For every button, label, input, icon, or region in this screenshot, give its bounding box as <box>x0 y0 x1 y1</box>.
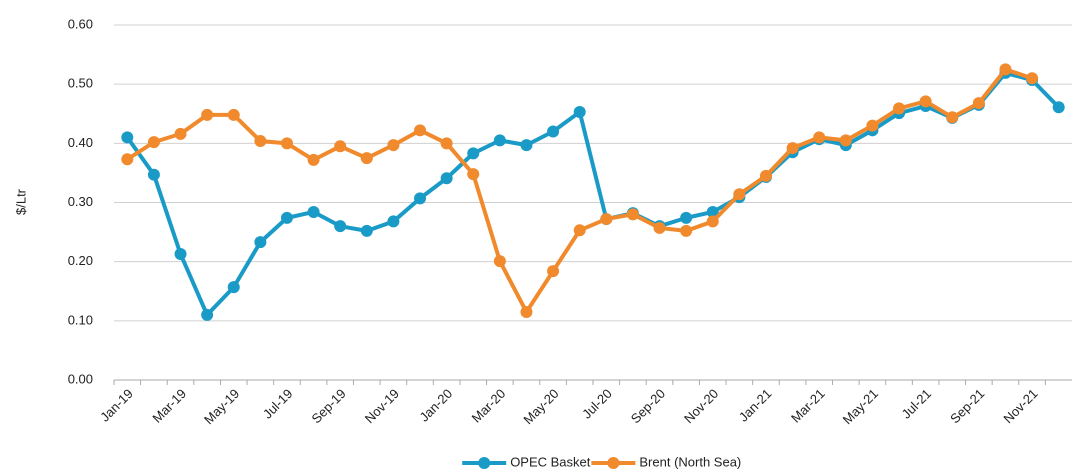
data-point <box>1052 101 1065 114</box>
x-tick-label: May-20 <box>520 386 561 427</box>
data-point <box>706 215 719 228</box>
y-tick-label: 0.40 <box>68 135 93 150</box>
data-point <box>520 139 533 152</box>
data-point <box>786 142 799 155</box>
x-tick-label: Mar-19 <box>149 386 189 426</box>
data-point <box>972 97 985 110</box>
data-point <box>387 215 400 228</box>
data-point <box>254 236 267 249</box>
data-point <box>467 168 480 181</box>
data-point <box>414 192 427 205</box>
y-tick-label: 0.20 <box>68 253 93 268</box>
data-point <box>121 153 134 166</box>
data-point <box>440 172 453 185</box>
data-point <box>520 305 533 318</box>
data-point <box>573 224 586 237</box>
data-point <box>706 205 719 218</box>
y-tick-label: 0.30 <box>68 194 93 209</box>
data-point <box>334 220 347 233</box>
data-point <box>227 108 240 121</box>
data-point <box>121 131 134 144</box>
x-tick-label: Sep-21 <box>947 386 987 426</box>
data-point <box>600 213 613 226</box>
data-point <box>360 152 373 165</box>
x-tick-label: Sep-19 <box>308 386 348 426</box>
data-point <box>547 265 560 278</box>
data-point <box>626 208 639 221</box>
data-point <box>280 137 293 150</box>
data-point <box>759 169 772 182</box>
data-point <box>1026 72 1039 85</box>
data-point <box>653 221 666 234</box>
legend-marker <box>478 457 491 469</box>
x-tick-label: May-21 <box>840 386 881 427</box>
x-tick-label: Jul-20 <box>579 386 615 422</box>
y-tick-label: 0.10 <box>68 312 93 327</box>
data-point <box>147 136 160 149</box>
data-point <box>839 134 852 147</box>
x-tick-label: Nov-21 <box>1000 386 1040 426</box>
x-tick-label: Nov-19 <box>362 386 402 426</box>
y-tick-label: 0.60 <box>68 16 93 31</box>
data-point <box>493 134 506 147</box>
data-point <box>493 255 506 268</box>
data-point <box>547 125 560 138</box>
data-point <box>414 124 427 137</box>
x-tick-label: Nov-20 <box>681 386 721 426</box>
x-tick-label: Mar-21 <box>788 386 828 426</box>
y-tick-label: 0.50 <box>68 76 93 91</box>
data-point <box>813 131 826 144</box>
data-point <box>919 95 932 108</box>
legend-label: OPEC Basket <box>510 454 591 469</box>
data-point <box>999 63 1012 76</box>
x-tick-label: Jul-21 <box>899 386 935 422</box>
data-point <box>680 211 693 224</box>
x-tick-label: Jan-19 <box>97 386 136 425</box>
legend-label: Brent (North Sea) <box>639 454 741 469</box>
data-point <box>201 308 214 321</box>
data-point <box>573 105 586 118</box>
x-tick-label: May-19 <box>201 386 242 427</box>
data-point <box>893 102 906 115</box>
x-tick-label: Mar-20 <box>469 386 509 426</box>
data-point <box>334 140 347 153</box>
data-point <box>174 127 187 140</box>
data-point <box>733 188 746 201</box>
series-line <box>125 70 1061 317</box>
data-point <box>946 111 959 124</box>
legend-marker <box>607 457 620 469</box>
data-point <box>201 108 214 121</box>
data-point <box>360 224 373 237</box>
data-point <box>680 224 693 237</box>
data-point <box>307 153 320 166</box>
data-point <box>254 134 267 147</box>
y-axis-label: $/Ltr <box>13 188 28 215</box>
data-point <box>174 247 187 260</box>
data-point <box>387 139 400 152</box>
data-point <box>280 211 293 224</box>
data-point <box>307 205 320 218</box>
data-point <box>147 168 160 181</box>
data-point <box>467 147 480 160</box>
x-tick-label: Jul-19 <box>260 386 296 422</box>
data-point <box>440 137 453 150</box>
y-tick-label: 0.00 <box>68 371 93 386</box>
data-point <box>227 281 240 294</box>
x-tick-label: Sep-20 <box>628 386 668 426</box>
data-point <box>866 119 879 132</box>
x-tick-label: Jan-21 <box>736 386 775 425</box>
x-tick-label: Jan-20 <box>416 386 455 425</box>
